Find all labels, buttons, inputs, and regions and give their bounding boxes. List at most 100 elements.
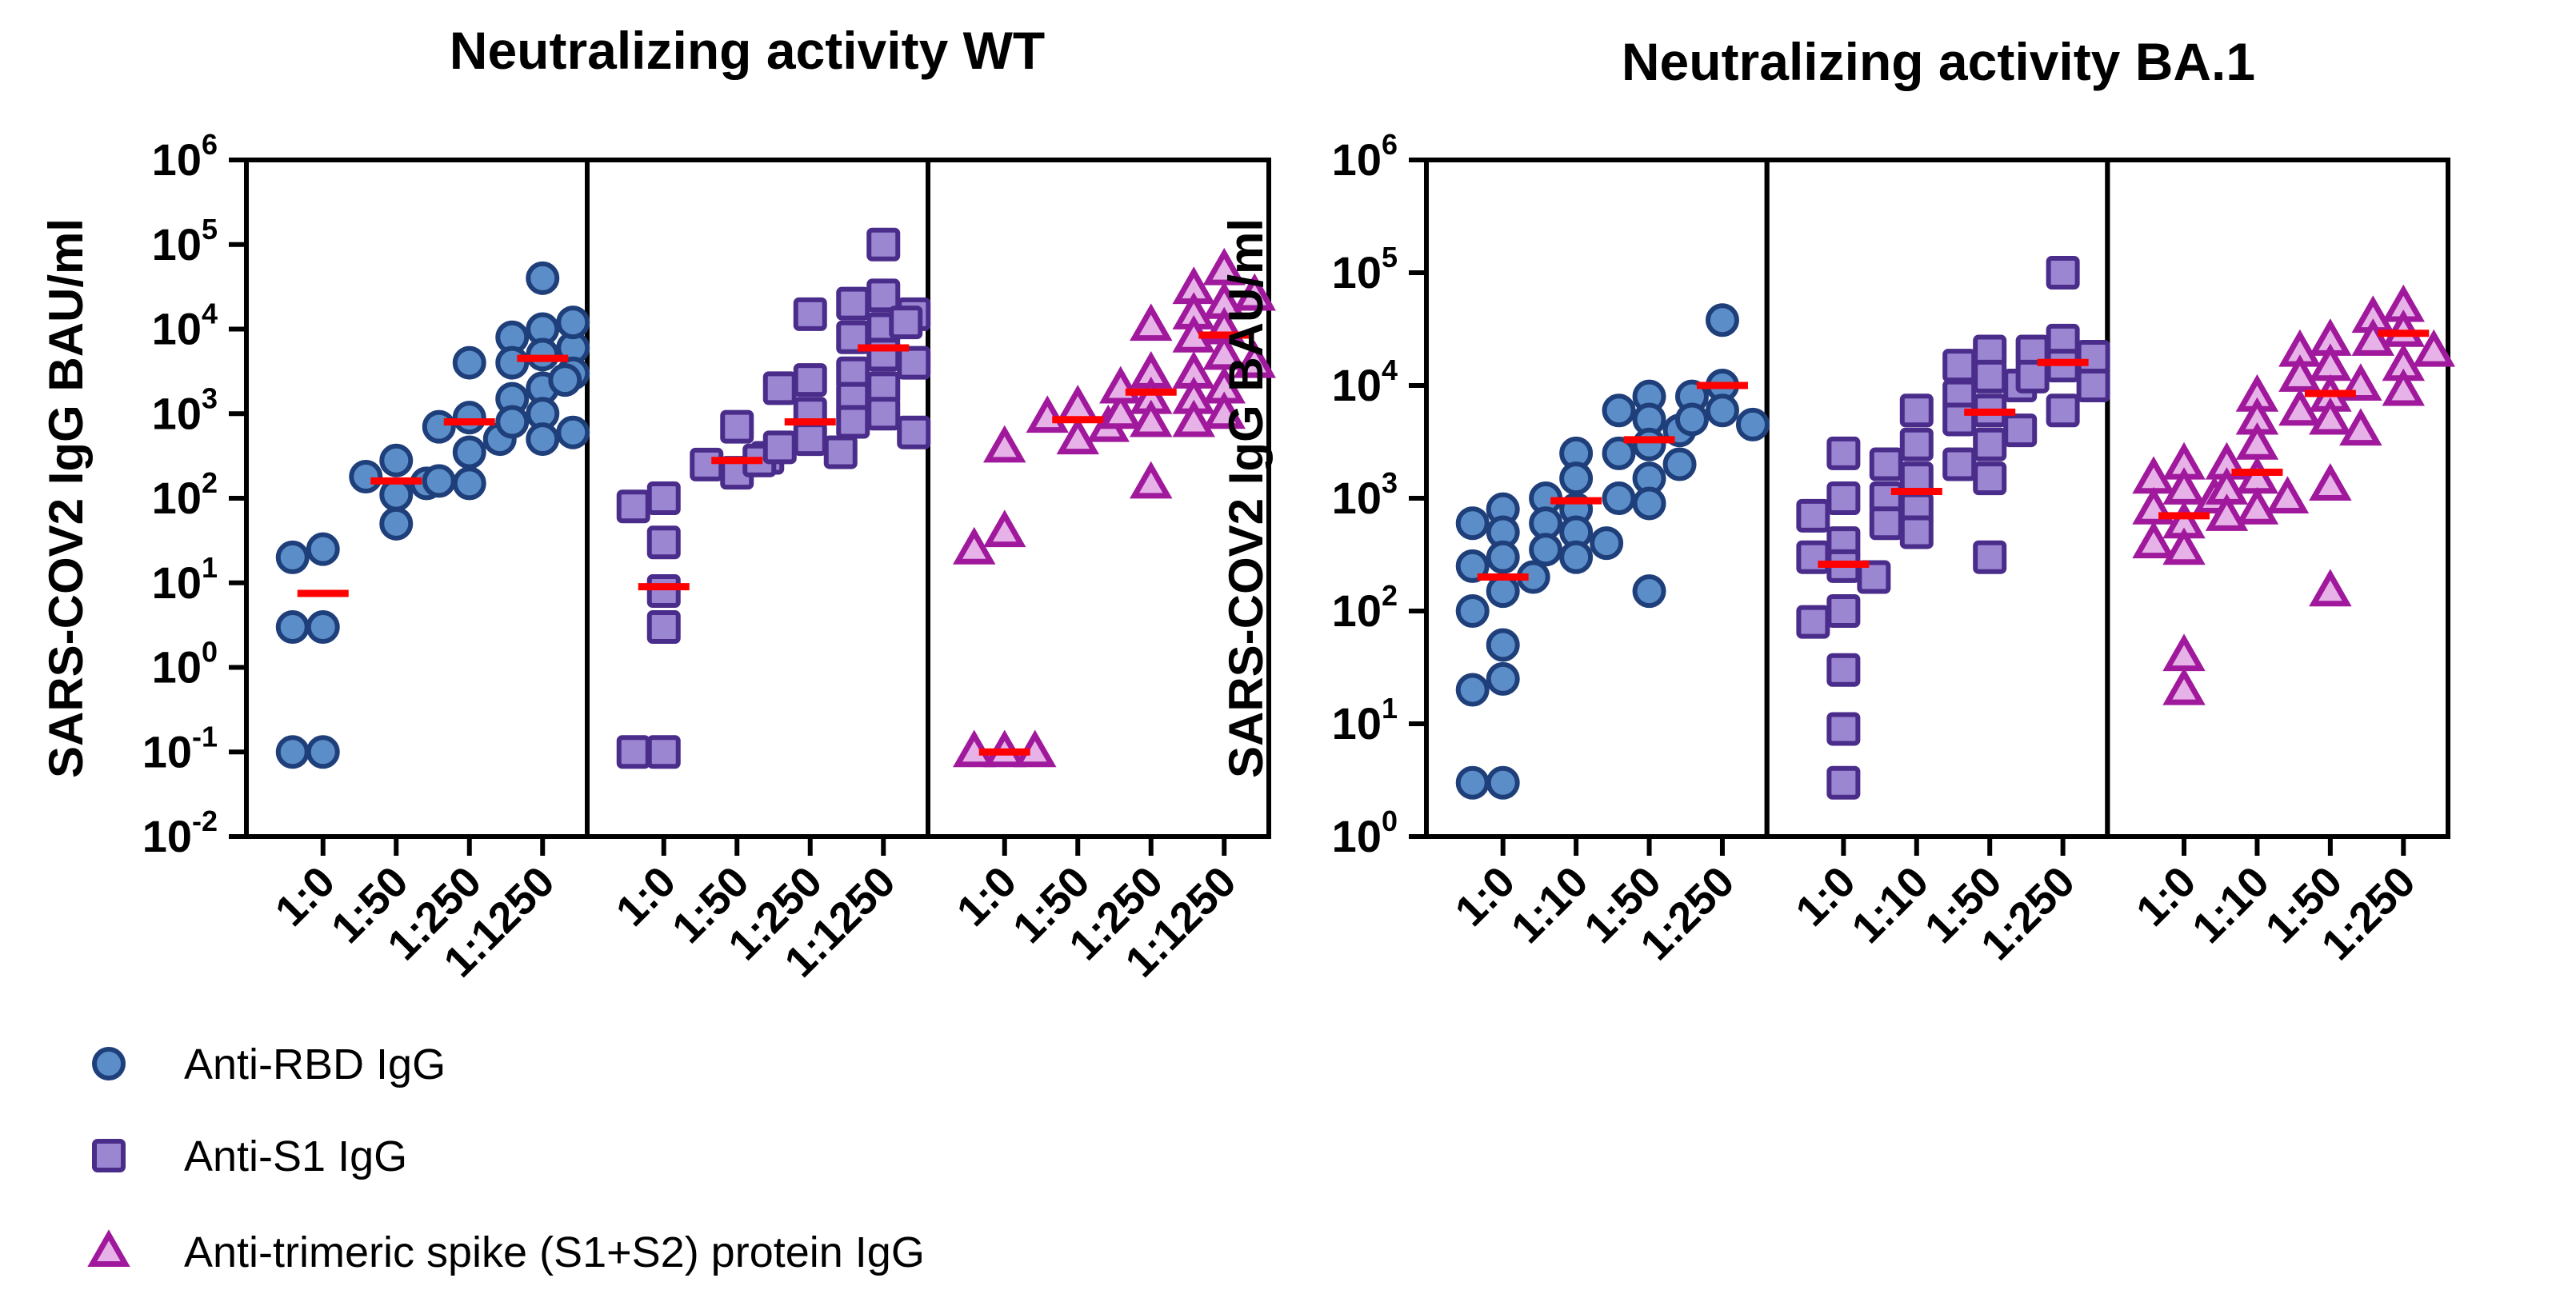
data-point [1559, 540, 1594, 574]
data-point [2162, 527, 2206, 565]
data-point [720, 409, 754, 444]
data-point [1486, 574, 1520, 609]
data-point [349, 460, 383, 494]
data-point [1705, 393, 1739, 428]
data-point [897, 345, 931, 380]
data-point [889, 306, 923, 340]
data-point [2412, 329, 2456, 367]
data-point [2162, 667, 2206, 705]
data-point [1735, 407, 1770, 441]
panel-frame [2105, 158, 2450, 839]
data-point [2278, 388, 2322, 426]
data-point [1826, 765, 1861, 800]
data-point [275, 610, 310, 645]
s1-legend-label: Anti-S1 IgG [184, 1132, 407, 1180]
y-tick-label: 100 [152, 636, 218, 693]
data-point [306, 610, 340, 645]
data-point [1455, 594, 1490, 628]
data-point [1826, 712, 1861, 746]
data-point [275, 735, 310, 769]
data-point [1233, 273, 1276, 311]
data-point [2309, 569, 2352, 607]
tri-legend-label: Anti-trimeric spike (S1+S2) protein IgG [184, 1228, 925, 1276]
data-point [1602, 393, 1636, 428]
data-point [1899, 515, 1934, 549]
data-point [556, 415, 590, 449]
y-tick-label: 106 [1332, 128, 1398, 185]
data-point [1826, 594, 1861, 628]
data-point [495, 345, 530, 380]
data-point [1632, 574, 1666, 609]
data-point [1973, 359, 2007, 393]
s1-legend-marker [92, 1139, 126, 1172]
data-point [836, 286, 870, 321]
data-point [1602, 481, 1636, 515]
data-point [379, 506, 414, 541]
chart-title: Neutralizing activity BA.1 [1622, 32, 2255, 91]
data-point [2046, 393, 2080, 428]
data-point [1973, 461, 2007, 496]
y-tick-label: 103 [152, 381, 218, 438]
data-point [762, 430, 797, 465]
data-point [1826, 481, 1861, 515]
data-point [275, 540, 310, 574]
data-point [983, 509, 1026, 548]
data-point [1026, 395, 1069, 433]
data-point [1056, 385, 1099, 422]
data-point [1486, 540, 1520, 574]
data-point [1826, 436, 1861, 470]
data-point [1973, 427, 2007, 461]
y-tick-label: 103 [1332, 466, 1398, 523]
data-point [1099, 391, 1142, 429]
data-point [2205, 493, 2249, 531]
data-point [646, 610, 681, 645]
y-axis-label: SARS-COV2 IgG BAU/ml [39, 218, 93, 778]
data-point [1130, 399, 1173, 437]
data-point [646, 735, 681, 769]
data-point [1602, 436, 1636, 470]
data-point [1796, 498, 1830, 533]
data-point [1674, 402, 1709, 437]
y-tick-label: 102 [152, 466, 218, 523]
data-point [983, 425, 1026, 463]
data-point [1233, 340, 1276, 378]
chart-ba1: Neutralizing activity BA.1 SARS-COV2 IgG … [1219, 32, 2456, 969]
rbd-legend-label: Anti-RBD IgG [184, 1040, 446, 1088]
data-point [1202, 391, 1246, 429]
data-point [306, 532, 340, 566]
data-point [616, 489, 650, 524]
data-point [2132, 521, 2175, 559]
tri-legend-marker [87, 1229, 130, 1268]
data-point [897, 415, 931, 449]
data-point [1486, 628, 1520, 662]
data-point [1455, 673, 1490, 707]
data-point [866, 397, 901, 431]
data-point [1942, 447, 1977, 481]
data-point [1826, 653, 1861, 687]
data-point [422, 464, 456, 498]
y-tick-label: 105 [152, 213, 218, 270]
data-point [452, 401, 486, 435]
data-point [306, 735, 340, 769]
data-point [2382, 368, 2426, 406]
data-point [2003, 413, 2038, 448]
data-point [646, 481, 681, 515]
data-point [526, 261, 560, 295]
data-point [379, 443, 414, 477]
data-point [1130, 303, 1173, 341]
data-point [2076, 369, 2110, 402]
data-point [2351, 318, 2395, 356]
data-point [548, 363, 582, 397]
y-tick-label: 100 [1332, 805, 1398, 861]
data-point [452, 435, 486, 469]
y-tick-label: 101 [152, 551, 218, 608]
data-point [452, 345, 486, 380]
data-point [556, 306, 590, 340]
data-point [1130, 461, 1173, 499]
data-point [2046, 256, 2080, 290]
data-point [526, 337, 560, 372]
data-point [1869, 447, 1903, 481]
data-point [1662, 447, 1697, 481]
data-point [2309, 397, 2352, 435]
